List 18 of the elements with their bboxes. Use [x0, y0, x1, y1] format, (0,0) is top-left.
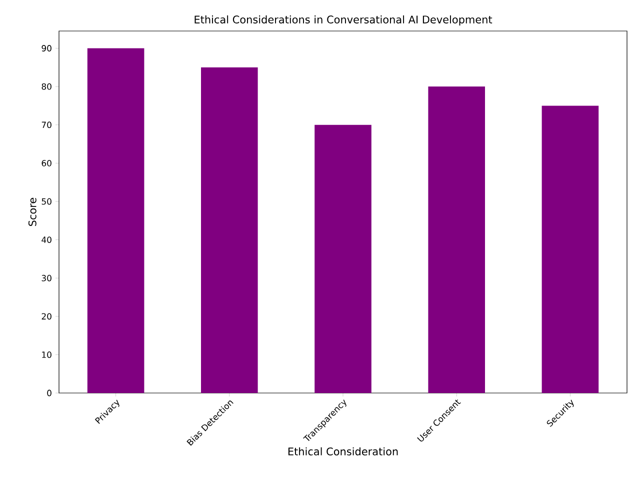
y-tick-label: 50 [42, 198, 52, 205]
chart-title: Ethical Considerations in Conversational AI Development [194, 15, 492, 26]
y-tick-label: 80 [42, 83, 52, 90]
y-axis-title: Score [28, 198, 36, 226]
x-axis-title: Ethical Consideration [288, 447, 398, 456]
y-tick-label: 0 [47, 390, 52, 396]
y-tick-label: 20 [42, 313, 52, 320]
bar [428, 86, 486, 393]
y-tick-label: 60 [42, 160, 52, 166]
y-tick-label: 10 [42, 351, 52, 358]
y-tick-label: 30 [42, 274, 52, 282]
bar [542, 106, 599, 393]
y-tick-label: 70 [42, 122, 52, 128]
y-tick-label: 90 [42, 45, 52, 52]
bar [314, 124, 372, 393]
bar [87, 48, 144, 393]
y-tick-label: 40 [42, 236, 52, 243]
bar [201, 67, 258, 393]
